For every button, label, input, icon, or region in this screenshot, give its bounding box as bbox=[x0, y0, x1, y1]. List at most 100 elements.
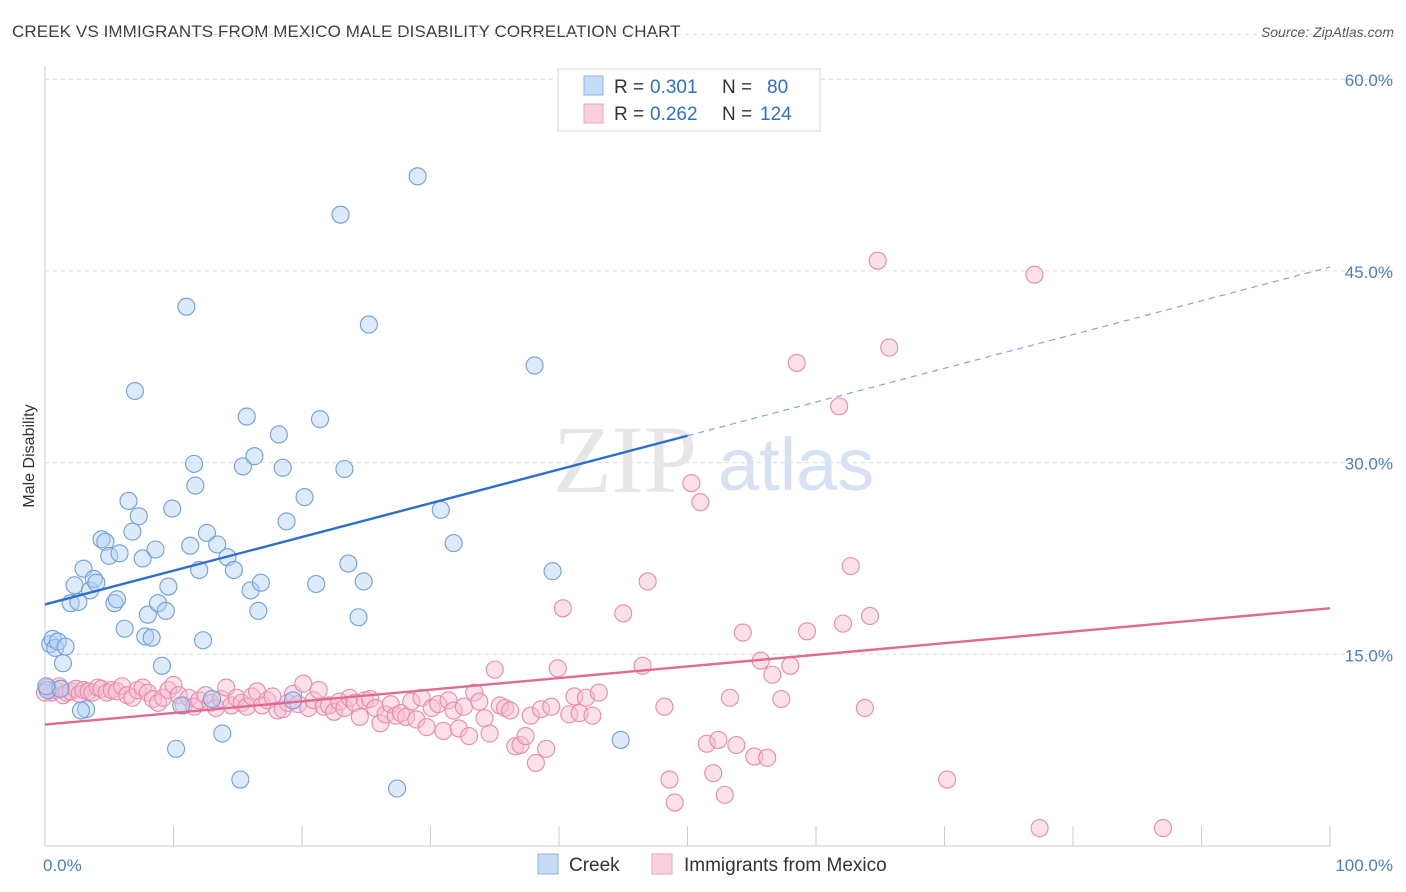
mexico-point-95 bbox=[516, 727, 535, 746]
creek-point-61 bbox=[283, 691, 303, 710]
axes bbox=[44, 66, 1331, 847]
creek-point-73 bbox=[431, 500, 450, 519]
mexico-point-113 bbox=[660, 770, 679, 789]
creek-point-17 bbox=[96, 532, 115, 551]
mexico-point-108 bbox=[589, 683, 608, 702]
creek-point-59 bbox=[273, 458, 292, 477]
creek-point-68 bbox=[349, 608, 368, 627]
mexico-point-124 bbox=[745, 747, 764, 766]
mexico-point-76 bbox=[417, 718, 436, 737]
creek-point-51 bbox=[231, 770, 250, 789]
mexico-point-138 bbox=[880, 338, 899, 357]
mexico-point-20 bbox=[128, 681, 147, 700]
creek-point-35 bbox=[159, 577, 178, 596]
mexico-point-128 bbox=[772, 689, 791, 709]
creek-point-24 bbox=[123, 522, 142, 541]
mexico-point-84 bbox=[459, 727, 479, 746]
creek-point-46 bbox=[208, 535, 227, 554]
creek-point-78 bbox=[37, 677, 56, 696]
legend-mexico-swatch bbox=[651, 853, 673, 875]
mexico-point-69 bbox=[381, 695, 400, 714]
creek-point-62 bbox=[295, 488, 314, 507]
mexico-point-91 bbox=[495, 698, 515, 718]
trend-lines bbox=[44, 266, 1331, 726]
mexico-point-109 bbox=[614, 604, 633, 623]
creek-swatch bbox=[583, 75, 604, 96]
legend-creek-swatch bbox=[537, 853, 559, 875]
mexico-r-label: R = bbox=[614, 104, 644, 125]
creek-point-40 bbox=[181, 536, 200, 555]
creek-point-9 bbox=[65, 576, 84, 595]
x-tick-label-0: 0.0% bbox=[43, 856, 82, 875]
mexico-point-122 bbox=[727, 735, 746, 755]
creek-point-70 bbox=[359, 315, 378, 334]
creek-point-27 bbox=[133, 549, 152, 568]
mexico-point-120 bbox=[715, 785, 734, 804]
creek-point-79 bbox=[71, 701, 91, 720]
creek-point-76 bbox=[543, 562, 562, 581]
creek-point-64 bbox=[310, 410, 330, 429]
mexico-point-111 bbox=[638, 572, 657, 591]
mexico-point-27 bbox=[164, 675, 183, 695]
creek-point-65 bbox=[331, 205, 350, 224]
x-tick-label-1: 100.0% bbox=[1335, 856, 1393, 875]
creek-point-5 bbox=[51, 679, 70, 698]
y-tick-label-2: 45.0% bbox=[1345, 263, 1393, 282]
mexico-point-115 bbox=[682, 473, 701, 493]
mexico-point-116 bbox=[691, 493, 710, 512]
mexico-point-121 bbox=[720, 688, 739, 707]
mexico-point-119 bbox=[709, 730, 728, 749]
mexico-trend-line bbox=[44, 607, 1331, 726]
mexico-point-135 bbox=[855, 698, 874, 718]
creek-trend-line bbox=[44, 434, 688, 606]
creek-r-value: 0.301 bbox=[650, 77, 698, 98]
legend-creek-label: Creek bbox=[569, 855, 620, 876]
mexico-point-80 bbox=[439, 691, 458, 710]
mexico-point-90 bbox=[490, 696, 509, 715]
creek-point-41 bbox=[185, 454, 204, 473]
legend-mexico-label: Immigrants from Mexico bbox=[684, 855, 887, 876]
y-tick-label-1: 30.0% bbox=[1345, 455, 1393, 474]
mexico-point-85 bbox=[465, 683, 484, 702]
chart-title: CREEK VS IMMIGRANTS FROM MEXICO MALE DIS… bbox=[12, 22, 681, 41]
creek-point-45 bbox=[197, 523, 216, 542]
mexico-point-97 bbox=[526, 753, 545, 772]
mexico-point-112 bbox=[655, 697, 674, 716]
mexico-point-94 bbox=[511, 735, 530, 755]
creek-point-28 bbox=[136, 627, 155, 646]
mexico-point-26 bbox=[159, 681, 178, 700]
creek-point-7 bbox=[56, 637, 75, 656]
mexico-n-value: 124 bbox=[760, 104, 792, 125]
stats-legend: R = 0.301 N = 80 R = 0.262 N = 124 bbox=[557, 68, 821, 132]
creek-r-label: R = bbox=[614, 77, 644, 98]
creek-point-72 bbox=[408, 167, 427, 186]
mexico-point-11 bbox=[83, 683, 102, 702]
creek-point-58 bbox=[269, 425, 288, 444]
watermark-zip: ZIP bbox=[553, 406, 697, 513]
creek-point-60 bbox=[277, 512, 296, 531]
mexico-point-134 bbox=[841, 557, 860, 576]
creek-point-48 bbox=[213, 724, 232, 743]
mexico-point-79 bbox=[434, 721, 453, 741]
creek-point-66 bbox=[335, 459, 354, 479]
mexico-point-133 bbox=[833, 614, 853, 633]
y-tick-label-0: 15.0% bbox=[1345, 646, 1393, 665]
creek-point-39 bbox=[177, 297, 196, 316]
creek-point-32 bbox=[149, 594, 168, 613]
creek-point-37 bbox=[167, 739, 186, 758]
mexico-point-139 bbox=[938, 770, 957, 789]
creek-point-77 bbox=[611, 730, 630, 749]
source-label: Source: ZipAtlas.com bbox=[1260, 24, 1394, 40]
creek-point-6 bbox=[53, 654, 73, 673]
mexico-point-18 bbox=[118, 686, 137, 705]
creek-point-20 bbox=[107, 590, 127, 609]
mexico-point-127 bbox=[763, 665, 782, 684]
mexico-point-62 bbox=[345, 693, 364, 712]
mexico-point-140 bbox=[1025, 265, 1044, 284]
mexico-r-value: 0.262 bbox=[650, 104, 698, 125]
mexico-point-130 bbox=[787, 353, 806, 372]
creek-n-value: 80 bbox=[767, 77, 788, 98]
creek-point-18 bbox=[100, 546, 119, 565]
creek-point-25 bbox=[125, 381, 144, 401]
